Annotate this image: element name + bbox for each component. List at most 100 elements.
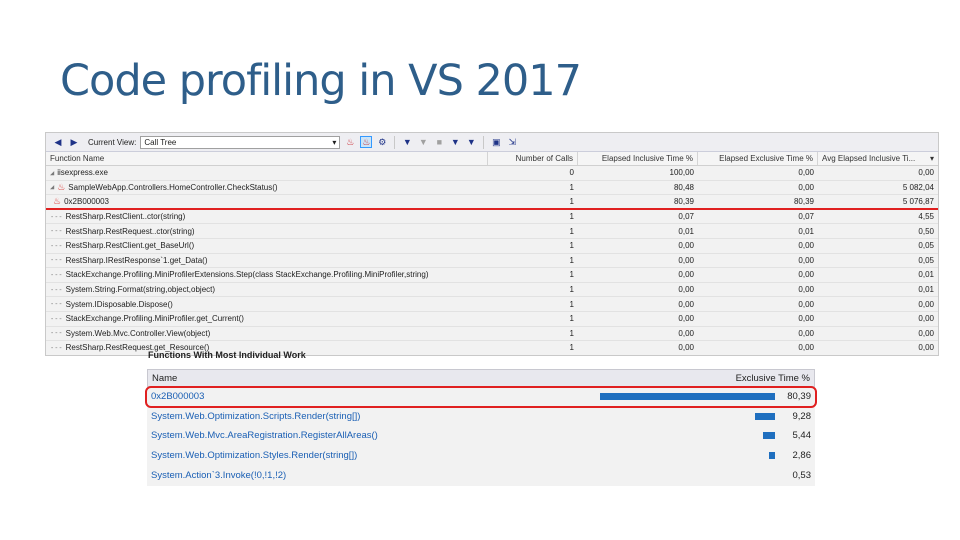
call-tree-row[interactable]: --- System.IDisposable.Dispose() 1 0,00 0,00… — [46, 297, 938, 312]
function-row[interactable]: System.Web.Mvc.AreaRegistration.Register… — [147, 426, 815, 446]
export-icon[interactable]: ⇲ — [508, 136, 517, 147]
column-header-elapsed-inclusive[interactable]: Elapsed Inclusive Time % — [578, 152, 698, 165]
profiler-toolbar: ◀ ▶ Current View: Call Tree ▾ ♨ ♨ ⚙ ▼ ▼ … — [46, 133, 938, 152]
cell-elapsed-inclusive: 0,00 — [678, 328, 694, 338]
toolbar-separator — [394, 135, 396, 149]
forward-arrow-icon[interactable]: ▶ — [70, 136, 78, 147]
function-row[interactable]: System.Action`3.Invoke(!0,!1,!2) 0,53 — [147, 465, 815, 485]
call-tree-row[interactable]: --- RestSharp.RestClient.get_BaseUrl() 1 0,… — [46, 238, 938, 254]
function-row[interactable]: System.Web.Optimization.Scripts.Render(s… — [147, 407, 815, 427]
exclusive-time-bar-track — [600, 472, 775, 479]
filter-remove-icon[interactable]: ▼ — [466, 137, 476, 147]
filter-icon[interactable]: ▼ — [402, 137, 412, 147]
cell-elapsed-exclusive: 0,00 — [798, 182, 814, 192]
filter-clear-icon[interactable]: ▼ — [418, 137, 428, 147]
function-link[interactable]: System.Web.Optimization.Scripts.Render(s… — [151, 410, 361, 422]
cell-avg-elapsed-inclusive: 5 082,04 — [902, 182, 934, 192]
functions-list: 0x2B000003 80,39 System.Web.Optimization.S… — [145, 386, 817, 485]
cell-avg-elapsed-inclusive: 0,01 — [918, 270, 934, 280]
column-header-function-name[interactable]: Function Name — [46, 152, 488, 165]
function-name-text: RestSharp.RestClient.get_BaseUrl() — [65, 241, 195, 251]
tree-expander-icon[interactable]: --- — [50, 212, 63, 221]
tree-expander-icon[interactable]: ◢ — [50, 168, 55, 177]
function-link[interactable]: System.Action`3.Invoke(!0,!1,!2) — [151, 469, 287, 481]
function-row[interactable]: System.Web.Optimization.Styles.Render(st… — [147, 446, 815, 466]
tree-expander-icon[interactable]: --- — [50, 329, 63, 338]
save-icon[interactable]: ▣ — [492, 136, 501, 147]
cell-avg-elapsed-inclusive: 0,00 — [918, 328, 934, 338]
column-header-elapsed-exclusive[interactable]: Elapsed Exclusive Time % — [698, 152, 818, 165]
functions-header: Name Exclusive Time % — [147, 369, 815, 387]
tree-expander-icon[interactable]: --- — [50, 270, 63, 279]
tree-expander-icon[interactable]: --- — [50, 256, 63, 265]
exclusive-time-value: 2,86 — [792, 450, 812, 462]
function-name-text: StackExchange.Profiling.MiniProfiler.get… — [65, 314, 244, 324]
function-name-text: RestSharp.RestRequest..ctor(string) — [65, 226, 195, 236]
call-tree-header: Function Name Number of Calls Elapsed In… — [46, 152, 938, 166]
call-tree-row[interactable]: --- System.String.Format(string,object,ob… — [46, 282, 938, 298]
exclusive-time-bar-track — [600, 393, 775, 401]
tree-expander-icon[interactable]: --- — [50, 241, 63, 250]
cell-elapsed-inclusive: 0,00 — [678, 270, 694, 280]
column-header-number-of-calls[interactable]: Number of Calls — [488, 152, 578, 165]
exclusive-time-bar — [763, 432, 775, 440]
slide-title: Code profiling in VS 2017 — [60, 56, 582, 106]
current-view-select[interactable]: Call Tree ▾ — [140, 135, 341, 149]
functions-panel-caption: Functions With Most Individual Work — [148, 350, 306, 360]
function-name-text: iisexpress.exe — [57, 168, 108, 178]
cell-avg-elapsed-inclusive: 5 076,87 — [902, 196, 934, 206]
cell-elapsed-exclusive: 0,01 — [798, 226, 814, 236]
filter-add-icon[interactable]: ▼ — [450, 137, 460, 147]
call-tree-function-name: ◢ ♨ SampleWebApp.Controllers.HomeControlle… — [46, 182, 488, 193]
hot-path-flame-icon: ♨ — [57, 181, 66, 192]
cell-number-of-calls: 1 — [569, 343, 574, 353]
call-tree-row[interactable]: --- StackExchange.Profiling.MiniProfiler.… — [46, 311, 938, 327]
function-link[interactable]: 0x2B000003 — [151, 391, 205, 403]
call-tree-body: ◢ iisexpress.exe 0 100,00 0,00 0,00 ◢ ♨ SampleW… — [46, 166, 938, 355]
call-tree-row[interactable]: --- System.Web.Mvc.Controller.View(object… — [46, 326, 938, 342]
cell-avg-elapsed-inclusive: 4,55 — [918, 212, 934, 222]
exclusive-time-bar-track — [600, 432, 775, 440]
cell-avg-elapsed-inclusive: 0,05 — [918, 255, 934, 265]
tree-expander-icon[interactable]: --- — [50, 300, 63, 309]
cell-elapsed-exclusive: 0,00 — [798, 255, 814, 265]
cell-avg-elapsed-inclusive: 0,00 — [918, 168, 934, 178]
column-header-avg-elapsed-inclusive[interactable]: Avg Elapsed Inclusive Ti... ▾ — [818, 152, 938, 165]
exclusive-time-value: 9,28 — [792, 410, 812, 422]
call-tree-row[interactable]: --- StackExchange.Profiling.MiniProfilerE… — [46, 268, 938, 283]
call-tree-row[interactable]: --- RestSharp.RestRequest..ctor(string) 1 0… — [46, 224, 938, 239]
functions-header-exclusive-time: Exclusive Time % — [735, 372, 810, 384]
stop-icon[interactable]: ■ — [436, 137, 443, 147]
function-exclusive-time: 2,86 — [600, 450, 811, 461]
function-link[interactable]: System.Web.Mvc.AreaRegistration.Register… — [151, 430, 378, 442]
cell-avg-elapsed-inclusive: 0,50 — [918, 226, 934, 236]
tree-expander-icon[interactable]: --- — [50, 314, 63, 323]
tree-expander-icon[interactable]: --- — [50, 343, 63, 352]
hot-path-icon[interactable]: ♨ — [346, 136, 355, 147]
cell-elapsed-inclusive: 0,00 — [678, 314, 694, 324]
function-link[interactable]: System.Web.Optimization.Styles.Render(st… — [151, 450, 358, 462]
function-exclusive-time: 0,53 — [600, 470, 812, 481]
cell-elapsed-inclusive: 0,00 — [678, 343, 694, 353]
call-tree-row[interactable]: --- RestSharp.RestClient..ctor(string) 1 0,… — [46, 209, 938, 225]
back-arrow-icon[interactable]: ◀ — [54, 136, 62, 147]
call-tree-function-name: --- RestSharp.RestRequest.get_Resource() — [46, 343, 488, 352]
exclusive-time-bar — [600, 393, 775, 401]
tree-expander-icon[interactable]: ◢ — [50, 183, 55, 192]
call-tree-row[interactable]: ◢ ♨ SampleWebApp.Controllers.HomeControlle… — [46, 180, 938, 196]
function-exclusive-time: 80,39 — [600, 391, 811, 402]
call-tree-row[interactable]: ◢ iisexpress.exe 0 100,00 0,00 0,00 — [46, 166, 938, 181]
call-tree-function-name: --- StackExchange.Profiling.MiniProfilerE… — [46, 270, 488, 279]
function-name-text: StackExchange.Profiling.MiniProfilerExte… — [65, 270, 429, 280]
cell-number-of-calls: 1 — [569, 241, 574, 251]
tree-expander-icon[interactable]: --- — [50, 227, 63, 236]
call-tree-row[interactable]: --- RestSharp.IRestResponse`1.get_Data() 1… — [46, 253, 938, 269]
gear-icon[interactable]: ⚙ — [378, 136, 387, 147]
tree-expander-icon[interactable]: --- — [50, 285, 63, 294]
call-tree-row[interactable]: --- RestSharp.RestRequest.get_Resource() 1… — [46, 341, 938, 355]
hot-path-flame-icon: ♨ — [53, 195, 62, 206]
highlight-hot-path-icon[interactable]: ♨ — [360, 136, 373, 148]
cell-elapsed-inclusive: 80,48 — [673, 182, 694, 192]
function-row[interactable]: 0x2B000003 80,39 — [145, 386, 817, 408]
call-tree-row[interactable]: ♨ 0x2B000003 1 80,39 80,39 5 076,87 — [46, 195, 938, 210]
